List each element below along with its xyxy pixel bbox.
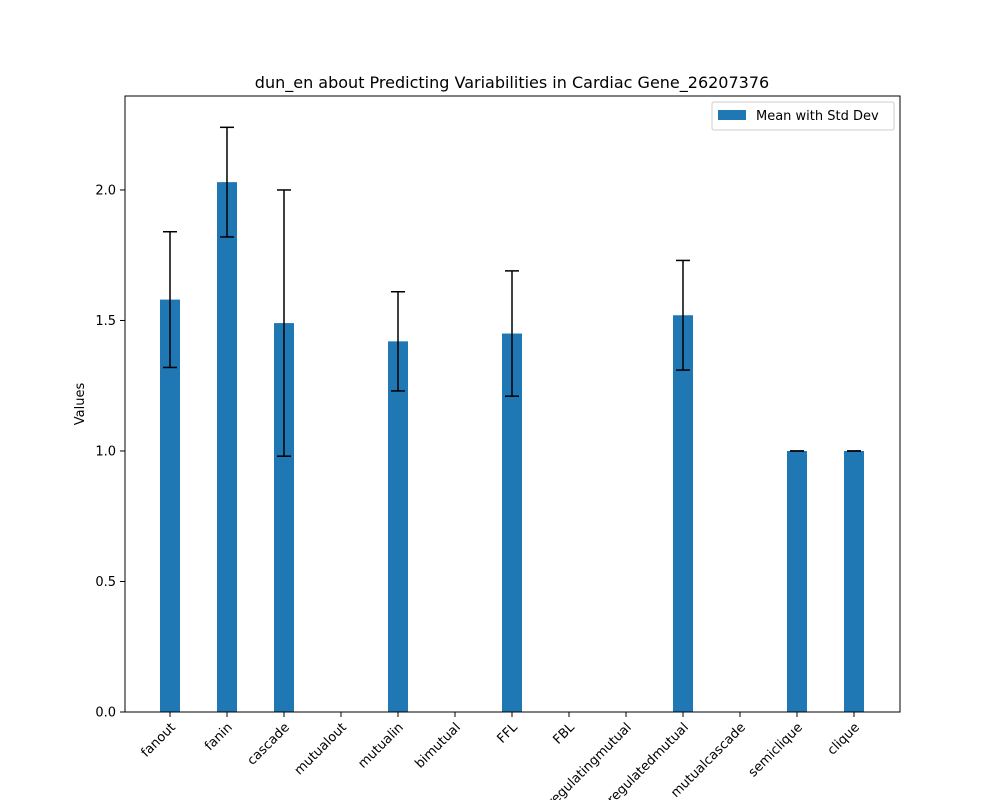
legend-frame	[711, 101, 895, 131]
x-tick-label-cascade: cascade	[245, 720, 293, 768]
legend-entry-mean-with-std-dev: Mean with Std Dev	[756, 109, 879, 124]
chart-title: dun_en about Predicting Variabilities in…	[255, 73, 769, 93]
y-tick-label: 2.0	[95, 183, 116, 198]
bar-cascade	[274, 323, 294, 712]
y-tick-label: 1.5	[95, 314, 116, 329]
y-tick-label: 1.0	[95, 444, 116, 459]
bar-clique	[844, 450, 864, 712]
x-tick-label-bimutual: bimutual	[412, 720, 463, 771]
x-tick-label-fanout: fanout	[138, 720, 178, 760]
x-tick-label-FBL: FBL	[551, 720, 579, 748]
legend-swatch	[718, 110, 746, 120]
y-tick-label: 0.0	[95, 706, 116, 721]
x-tick-label-semiclique: semiclique	[746, 720, 806, 780]
error-bar-regulatedmutual	[676, 259, 690, 371]
y-tick-label: 0.5	[95, 575, 116, 590]
x-tick-label-mutualout: mutualout	[292, 720, 350, 778]
y-axis-label: Values	[73, 383, 88, 426]
bars-layer	[160, 182, 864, 712]
error-bar-FFL	[505, 270, 519, 397]
y-axis: 0.0 0.5 1.0 1.5 2.0	[95, 183, 125, 721]
x-tick-label-clique: clique	[825, 720, 863, 758]
error-bar-cascade	[277, 189, 291, 457]
error-bar-fanin	[220, 126, 234, 238]
x-tick-label-mutualin: mutualin	[355, 720, 406, 771]
x-tick-label-FFL: FFL	[495, 720, 522, 747]
bar-regulatedmutual	[673, 315, 693, 712]
legend: Mean with Std Dev	[711, 101, 895, 131]
bar-FFL	[502, 333, 522, 712]
bar-semiclique	[787, 450, 807, 712]
error-bar-fanout	[163, 230, 177, 369]
bar-fanout	[160, 299, 180, 712]
bar-fanin	[217, 182, 237, 712]
error-bars-layer	[163, 126, 861, 457]
bar-mutualin	[388, 341, 408, 712]
x-tick-label-fanin: fanin	[202, 720, 236, 754]
error-bar-mutualin	[391, 291, 405, 392]
